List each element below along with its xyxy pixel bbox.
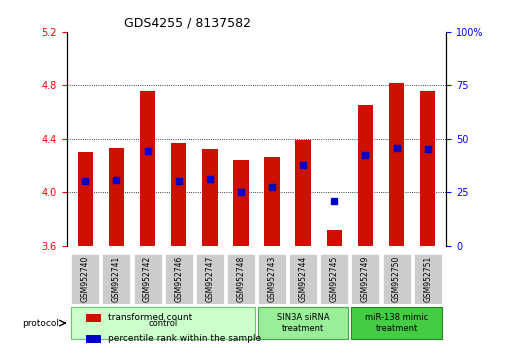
- Text: GSM952747: GSM952747: [205, 256, 214, 302]
- Text: GSM952742: GSM952742: [143, 256, 152, 302]
- Text: GSM952750: GSM952750: [392, 256, 401, 302]
- Bar: [264, 158, 280, 246]
- FancyBboxPatch shape: [413, 254, 442, 304]
- Text: GSM952745: GSM952745: [330, 256, 339, 302]
- Text: GSM952751: GSM952751: [423, 256, 432, 302]
- Bar: [326, 229, 342, 246]
- FancyBboxPatch shape: [289, 254, 317, 304]
- Text: GSM952740: GSM952740: [81, 256, 90, 302]
- Bar: [86, 335, 101, 343]
- Bar: [233, 160, 249, 246]
- FancyBboxPatch shape: [351, 307, 442, 339]
- FancyBboxPatch shape: [227, 254, 255, 304]
- FancyBboxPatch shape: [165, 254, 193, 304]
- Bar: [295, 140, 311, 246]
- Text: GSM952749: GSM952749: [361, 256, 370, 302]
- FancyBboxPatch shape: [133, 254, 162, 304]
- Text: GSM952743: GSM952743: [268, 256, 277, 302]
- Text: protocol: protocol: [22, 319, 59, 327]
- Text: percentile rank within the sample: percentile rank within the sample: [108, 334, 262, 343]
- FancyBboxPatch shape: [71, 254, 100, 304]
- Bar: [109, 148, 124, 246]
- Bar: [140, 91, 155, 246]
- Text: SIN3A siRNA
treatment: SIN3A siRNA treatment: [277, 313, 329, 333]
- Text: miR-138 mimic
treatment: miR-138 mimic treatment: [365, 313, 428, 333]
- Text: GSM952746: GSM952746: [174, 256, 183, 302]
- Text: transformed count: transformed count: [108, 313, 193, 322]
- FancyBboxPatch shape: [103, 254, 130, 304]
- FancyBboxPatch shape: [71, 307, 255, 339]
- Bar: [420, 91, 436, 246]
- Bar: [171, 143, 187, 246]
- Text: GDS4255 / 8137582: GDS4255 / 8137582: [124, 16, 251, 29]
- Bar: [202, 149, 218, 246]
- FancyBboxPatch shape: [383, 254, 410, 304]
- FancyBboxPatch shape: [196, 254, 224, 304]
- Bar: [358, 105, 373, 246]
- Text: control: control: [149, 319, 178, 327]
- Bar: [86, 314, 101, 321]
- FancyBboxPatch shape: [258, 254, 286, 304]
- Bar: [77, 152, 93, 246]
- Text: GSM952744: GSM952744: [299, 256, 308, 302]
- Text: GSM952741: GSM952741: [112, 256, 121, 302]
- FancyBboxPatch shape: [258, 307, 348, 339]
- Bar: [389, 82, 404, 246]
- FancyBboxPatch shape: [351, 254, 380, 304]
- Text: GSM952748: GSM952748: [236, 256, 245, 302]
- FancyBboxPatch shape: [320, 254, 348, 304]
